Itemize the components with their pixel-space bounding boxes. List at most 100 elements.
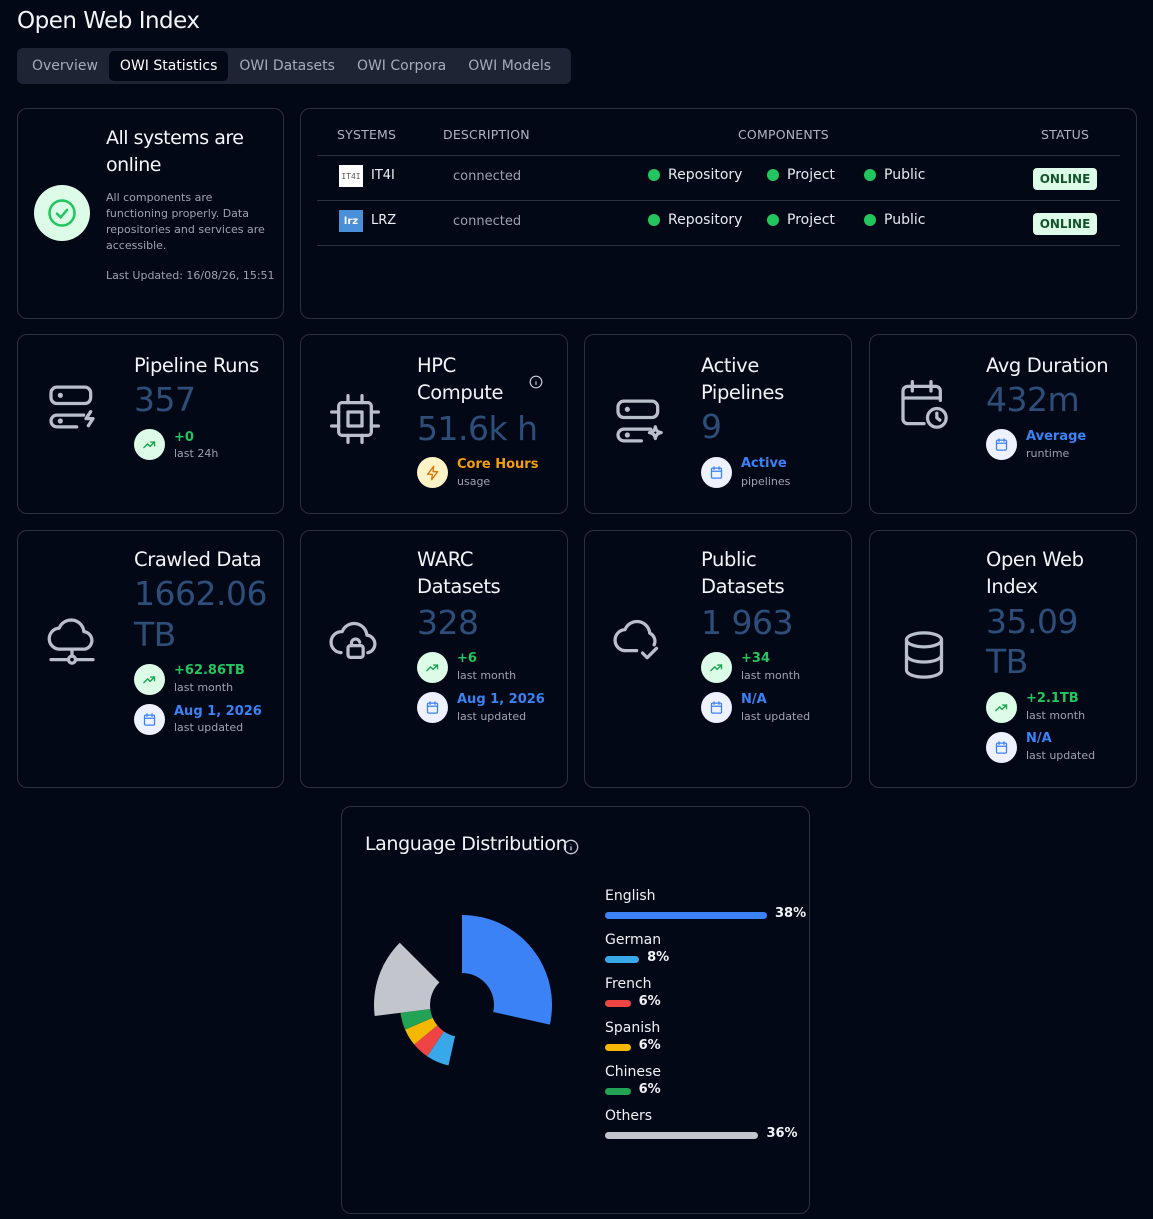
stat-value: 357 [134,380,196,419]
status-dot [767,214,779,226]
trend-label: last month [457,669,517,682]
legend-pct-german: 8% [647,950,670,965]
updated-label: last updated [457,710,527,723]
lrz-logo: lrz [339,210,363,232]
system-status-card: All systems are online All components ar… [17,108,284,319]
pipeline-runs-card: Pipeline Runs 357 +0 last 24h [17,334,284,514]
component-label: Project [787,167,835,183]
component-public: Public [864,212,925,228]
tab-owi-models[interactable]: OWI Models [468,58,552,74]
avg-duration-card: Avg Duration 432m Average runtime [869,334,1137,514]
legend-pct-others: 36% [766,1126,798,1141]
status-dot [648,169,660,181]
stat-title: HPC Compute [417,354,504,404]
tab-overview[interactable]: Overview [32,58,98,74]
divider [317,155,1120,156]
component-repository: Repository [648,212,742,228]
status-dot [864,214,876,226]
component-repository: Repository [648,167,742,183]
trend-value: +34 [741,651,770,666]
donut-slice-others[interactable] [374,942,440,1017]
legend-pct-spanish: 6% [638,1038,661,1053]
open-web-index-card: Open Web Index 35.09 TB +2.1TB last mont… [869,530,1137,788]
donut-slice-spanish[interactable] [405,1017,438,1045]
stat-title: Crawled Data [134,548,262,571]
donut-slice-english[interactable] [462,915,552,1025]
updated-date: N/A [741,692,767,707]
stat-value: 51.6k h [417,409,538,448]
component-public: Public [864,167,925,183]
legend-bar-others [605,1132,759,1139]
systems-table-card: SYSTEMS DESCRIPTION COMPONENTS STATUS IT… [300,108,1137,319]
legend-label-spanish: Spanish [605,1020,661,1036]
cloud-check-icon [613,619,659,660]
updated-date: Aug 1, 2026 [457,692,545,707]
trend-label: last month [174,681,234,694]
component-label: Public [884,212,926,228]
tab-owi-corpora[interactable]: OWI Corpora [356,58,447,74]
server-bolt-icon [49,385,95,429]
info-icon[interactable] [563,839,579,855]
donut-slice-german[interactable] [427,1031,456,1066]
hpc-compute-card: HPC Compute 51.6k h Core Hours usage [300,334,568,514]
status-description: All components are functioning properly.… [106,191,265,252]
calendar-badge [417,692,448,723]
active-pipelines-card: Active Pipelines 9 Active pipelines [584,334,852,514]
trend-badge [134,664,165,695]
component-label: Project [787,212,835,228]
legend-pct-english: 38% [775,906,807,921]
tab-owi-statistics[interactable]: OWI Statistics [108,51,229,81]
legend-pct-chinese: 6% [638,1082,661,1097]
header-status: STATUS [1041,127,1090,142]
app-title: Open Web Index [17,8,200,34]
updated-date: Aug 1, 2026 [174,704,262,719]
info-icon[interactable] [529,375,543,389]
legend-label-chinese: Chinese [605,1064,661,1080]
stat-title: Avg Duration [986,354,1109,377]
component-label: Repository [668,167,743,183]
status-last-updated: Last Updated: 16/08/26, 15:51 [106,269,275,282]
it4i-logo: IT4I [339,165,363,187]
donut-slice-chinese[interactable] [400,1009,433,1030]
legend-bar-english [605,912,767,919]
calendar-icon [143,713,156,726]
stat-value: 1 963 [701,603,793,642]
system-name: LRZ [371,213,397,228]
status-dot [864,169,876,181]
legend-label-others: Others [605,1108,653,1124]
tab-bar: Overview OWI Statistics OWI Datasets OWI… [17,48,571,84]
trend-label: last month [741,669,801,682]
updated-label: last updated [741,710,811,723]
status-dot [767,169,779,181]
crawled-data-card: Crawled Data 1662.06 TB +62.86TB last mo… [17,530,284,788]
calendar-clock-icon [901,380,948,429]
average-label: Average [1026,429,1087,444]
updated-label: last updated [174,721,244,734]
language-distribution-card: Language Distribution English 38% German 8%… [341,806,810,1214]
component-project: Project [767,167,835,183]
calendar-icon [710,466,723,479]
header-components: COMPONENTS [738,127,829,142]
trend-label: last month [1026,709,1086,722]
trend-label: last 24h [174,447,219,460]
stat-value: 432m [986,380,1080,419]
system-name: IT4I [371,168,395,183]
trend-value: +0 [174,430,194,445]
database-icon [904,631,944,679]
stat-unit: TB [134,615,176,654]
donut-slice-french[interactable] [414,1025,445,1057]
tab-owi-datasets[interactable]: OWI Datasets [239,58,335,74]
language-donut-chart [374,915,552,1066]
stat-title: Pipeline Runs [134,354,259,377]
hours-badge [417,457,448,488]
header-systems: SYSTEMS [337,127,397,142]
stat-value: 35.09 [986,602,1078,641]
header-description: DESCRIPTION [443,127,530,142]
calendar-badge [701,457,732,488]
cloud-lock-icon [329,621,377,659]
legend-bar-chinese [605,1088,631,1095]
stat-title: Public Datasets [701,548,785,598]
trend-value: +6 [457,651,477,666]
trending-up-icon [426,664,439,672]
bolt-icon [426,465,438,480]
